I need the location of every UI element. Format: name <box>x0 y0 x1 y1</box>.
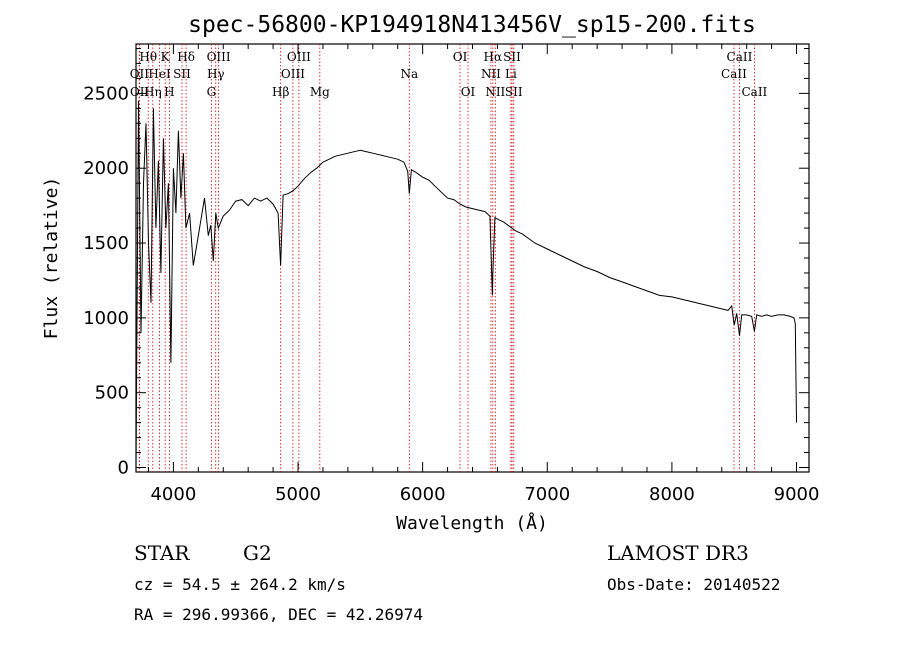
coordinates: RA = 296.99366, DEC = 42.26974 <box>134 605 423 624</box>
line-label-18: OII <box>130 85 150 99</box>
line-label-26: SII <box>505 85 523 99</box>
x-tick-label-0: 4000 <box>150 484 196 505</box>
line-label-15: NII <box>481 67 501 81</box>
survey-name: LAMOST DR3 <box>607 541 749 565</box>
line-label-24: OI <box>461 85 476 99</box>
line-label-9: OII <box>130 67 150 81</box>
y-tick-label-0: 0 <box>118 458 129 479</box>
line-label-13: OIII <box>281 67 305 81</box>
line-label-8: CaII <box>727 50 753 64</box>
line-label-12: Hγ <box>207 67 225 81</box>
line-label-19: Hη <box>144 85 162 99</box>
y-tick-label-2: 1000 <box>83 308 129 329</box>
line-label-1: K <box>161 50 171 64</box>
line-label-14: Na <box>400 67 418 81</box>
x-axis-ticks: 4000 5000 6000 7000 8000 9000 <box>147 44 820 505</box>
spectral-line-markers <box>138 44 755 472</box>
line-label-0: Hθ <box>139 50 157 64</box>
line-label-11: SII <box>173 67 191 81</box>
line-label-16: Li <box>505 67 517 81</box>
line-label-21: G <box>207 85 217 99</box>
line-label-22: Hβ <box>272 85 289 99</box>
plot-frame <box>135 43 810 473</box>
line-label-6: Hα <box>484 50 503 64</box>
line-label-27: CaII <box>741 85 767 99</box>
line-label-10: HeI <box>148 67 171 81</box>
line-label-2: Hδ <box>177 50 195 64</box>
redshift-velocity: cz = 54.5 ± 264.2 km/s <box>134 575 346 594</box>
line-label-25: NII <box>485 85 505 99</box>
line-label-4: OIII <box>287 50 311 64</box>
object-class: STAR <box>134 541 190 565</box>
x-axis-label: Wavelength (Å) <box>396 512 548 534</box>
y-axis-ticks: 0 500 1000 1500 2000 2500 <box>83 47 809 479</box>
x-tick-label-4: 8000 <box>649 484 695 505</box>
x-tick-label-1: 5000 <box>275 484 321 505</box>
line-label-7: SII <box>503 50 521 64</box>
observation-date: Obs-Date: 20140522 <box>607 575 780 594</box>
line-label-5: OI <box>453 50 468 64</box>
y-tick-label-1: 500 <box>95 383 129 404</box>
y-tick-label-4: 2000 <box>83 158 129 179</box>
line-label-20: H <box>164 85 174 99</box>
spectrum-series-line <box>135 100 797 465</box>
line-label-23: Mg <box>310 85 330 99</box>
line-label-17: CaII <box>721 67 747 81</box>
y-axis-label: Flux (relative) <box>41 177 62 340</box>
x-tick-label-5: 9000 <box>774 484 820 505</box>
line-label-3: OIII <box>207 50 231 64</box>
x-tick-label-2: 6000 <box>400 484 446 505</box>
chart-title: spec-56800-KP194918N413456V_sp15-200.fit… <box>188 12 756 38</box>
y-tick-label-3: 1500 <box>83 233 129 254</box>
object-subclass: G2 <box>243 541 272 565</box>
y-tick-label-5: 2500 <box>83 83 129 104</box>
x-tick-label-3: 7000 <box>524 484 570 505</box>
